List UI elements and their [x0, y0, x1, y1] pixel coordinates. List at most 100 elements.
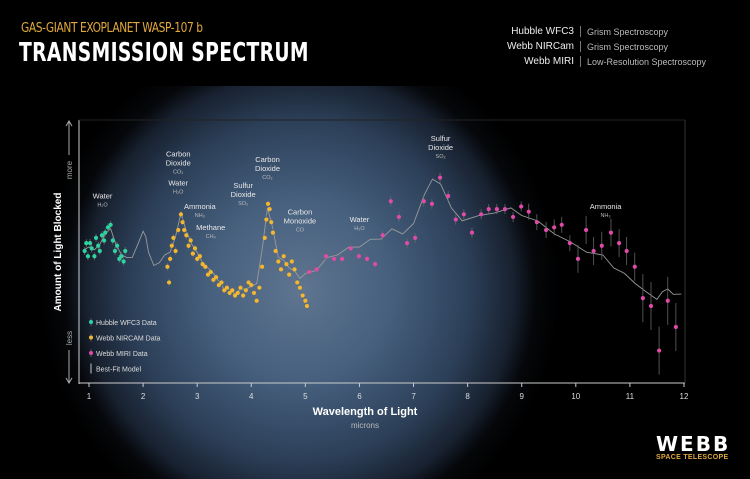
- nircam-data-point: [292, 267, 297, 272]
- nircam-data-point: [197, 254, 202, 259]
- annotation-formula: H₂O: [354, 226, 365, 232]
- instrument-name: Webb NIRCam: [450, 41, 581, 52]
- miri-data-point: [559, 222, 564, 227]
- annotation-label: Water: [350, 215, 370, 224]
- miri-data-point: [421, 199, 426, 204]
- hubble-data-point: [93, 235, 99, 240]
- instrument-mode: Grism Spectroscopy: [587, 26, 669, 37]
- legend-marker: [89, 351, 93, 355]
- hubble-data-point: [123, 248, 128, 254]
- miri-data-point: [648, 303, 654, 309]
- nircam-data-point: [176, 227, 181, 233]
- hubble-data-point: [119, 254, 124, 259]
- annotation-formula: CO: [296, 227, 305, 233]
- nircam-data-point: [211, 277, 216, 282]
- x-tick-label: 10: [571, 392, 580, 401]
- hubble-data-point: [105, 225, 111, 230]
- hubble-data-point: [115, 243, 120, 248]
- nircam-data-point: [251, 290, 257, 296]
- miri-data-point: [591, 248, 596, 254]
- nircam-data-point: [169, 243, 174, 248]
- nircam-data-point: [238, 285, 243, 290]
- y-axis-label: Amount of Light Blocked: [53, 193, 64, 312]
- annotation-label: Water: [93, 192, 113, 201]
- miri-data-point: [388, 199, 393, 204]
- instrument-name: Webb MIRI: [450, 56, 581, 67]
- annotation-label: Monoxide: [284, 216, 317, 225]
- miri-data-point: [552, 225, 557, 230]
- miri-data-point: [502, 206, 508, 212]
- nircam-data-point: [303, 298, 308, 303]
- annotation-label: Dioxide: [428, 143, 453, 152]
- miri-data-point: [413, 235, 418, 240]
- x-tick-label: 6: [357, 392, 362, 401]
- x-tick-label: 8: [465, 392, 470, 401]
- nircam-data-point: [168, 256, 173, 261]
- miri-data-point: [429, 201, 435, 206]
- nircam-data-point: [178, 212, 184, 217]
- hubble-data-point: [102, 238, 107, 243]
- instrument-name: Hubble WFC3: [450, 26, 581, 37]
- nircam-data-point: [192, 246, 198, 251]
- nircam-data-point: [195, 256, 200, 261]
- nircam-data-point: [300, 293, 305, 298]
- miri-data-point: [469, 230, 475, 235]
- miri-data-point: [534, 220, 539, 225]
- hubble-data-point: [96, 243, 101, 248]
- miri-data-point: [340, 256, 345, 261]
- nircam-data-point: [208, 269, 213, 275]
- annotation-formula: H₂O: [173, 190, 184, 196]
- nircam-data-point: [180, 220, 185, 225]
- hubble-data-point: [112, 248, 118, 254]
- annotation-label: Carbon: [166, 150, 191, 159]
- miri-data-point: [314, 267, 319, 272]
- miri-data-point: [479, 212, 484, 217]
- nircam-data-point: [273, 248, 278, 254]
- instrument-row: Webb NIRCam Grism Spectroscopy: [450, 39, 750, 54]
- hubble-data-point: [97, 248, 102, 254]
- nircam-data-point: [165, 264, 170, 269]
- nircam-data-point: [246, 280, 251, 285]
- down-arrowhead-icon: [65, 377, 73, 384]
- hubble-data-point: [85, 254, 91, 259]
- annotation-label: Water: [168, 179, 188, 188]
- x-tick-label: 5: [303, 392, 308, 401]
- miri-data-point: [323, 254, 329, 259]
- nircam-data-point: [186, 243, 191, 248]
- miri-data-point: [624, 248, 629, 254]
- annotation-label: Carbon: [255, 155, 280, 164]
- nircam-data-point: [270, 230, 276, 235]
- nircam-data-point: [216, 282, 221, 288]
- annotation-formula: SO₂: [436, 154, 446, 160]
- annotation-label: Sulfur: [431, 134, 451, 143]
- hubble-data-point: [82, 248, 87, 254]
- miri-data-point: [348, 246, 353, 251]
- nircam-data-point: [295, 280, 300, 285]
- nircam-data-point: [182, 227, 187, 233]
- nircam-data-point: [219, 280, 224, 285]
- miri-data-point: [307, 269, 312, 275]
- nircam-data-point: [276, 259, 281, 264]
- annotation-label: Sulfur: [233, 181, 253, 190]
- nircam-data-point: [264, 217, 269, 222]
- nircam-data-point: [190, 251, 195, 256]
- nircam-data-point: [304, 303, 310, 309]
- x-tick-label: 1: [87, 392, 92, 401]
- nircam-data-point: [269, 220, 274, 225]
- miri-data-point: [665, 298, 670, 303]
- hubble-data-point: [87, 241, 93, 246]
- data-points: [82, 172, 678, 375]
- annotation-label: Methane: [196, 223, 225, 232]
- logo-subtitle: SPACE TELESCOPE: [656, 454, 729, 461]
- hubble-data-point: [89, 246, 94, 251]
- miri-data-point: [396, 214, 402, 220]
- nircam-data-point: [227, 290, 232, 296]
- hubble-data-point: [103, 230, 108, 235]
- nircam-data-point: [224, 285, 230, 290]
- miri-data-point: [519, 204, 524, 209]
- miri-data-point: [567, 241, 572, 246]
- header: GAS-GIANT EXOPLANET WASP-107 b TRANSMISS…: [0, 0, 750, 86]
- y-more-label: more: [65, 160, 74, 179]
- nircam-data-point: [205, 272, 211, 277]
